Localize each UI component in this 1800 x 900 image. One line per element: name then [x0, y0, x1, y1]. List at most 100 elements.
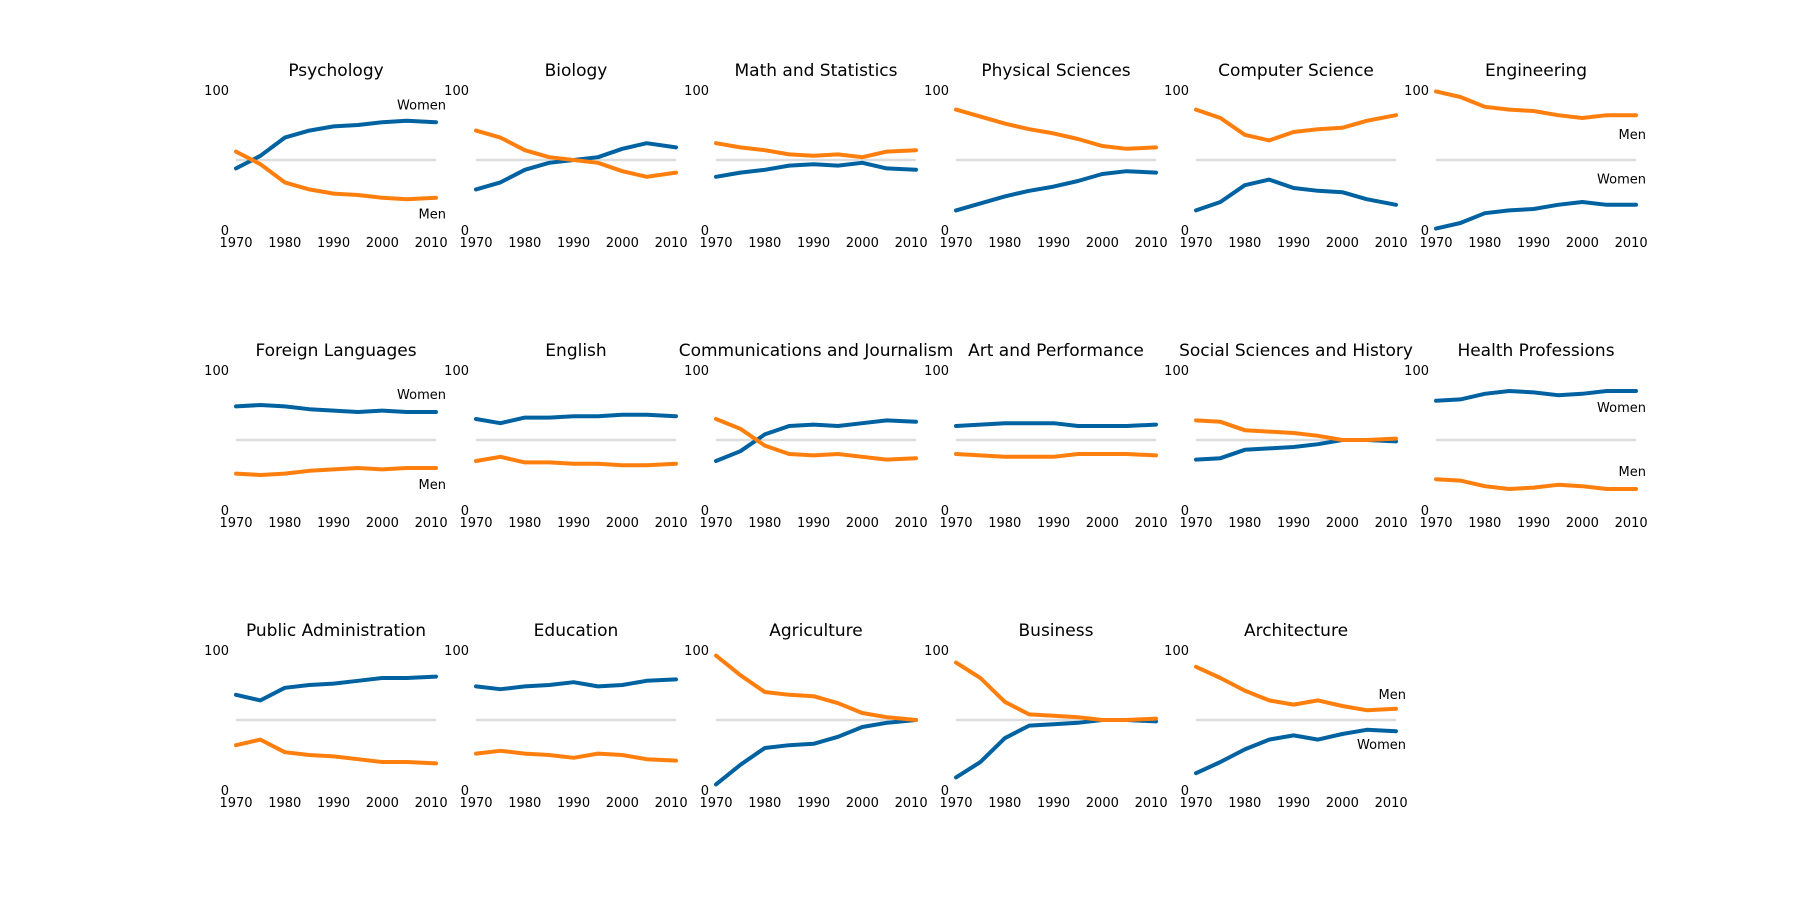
x-tick-label: 1970 [699, 796, 732, 811]
y-tick-label: 0 [221, 784, 229, 799]
panel-title: Engineering [1485, 61, 1587, 81]
x-tick-label: 1980 [748, 516, 781, 531]
y-tick-label: 0 [701, 784, 709, 799]
x-tick-label: 1980 [988, 236, 1021, 251]
x-tick-label: 2010 [415, 516, 448, 531]
y-tick-label: 100 [1164, 644, 1189, 659]
x-tick-label: 1980 [508, 236, 541, 251]
y-tick-label: 0 [461, 784, 469, 799]
x-tick-label: 1970 [699, 516, 732, 531]
y-tick-label: 0 [1421, 224, 1429, 239]
x-tick-label: 1970 [459, 796, 492, 811]
y-tick-label: 0 [701, 504, 709, 519]
series-line-women [234, 118, 438, 171]
x-tick-label: 1990 [557, 796, 590, 811]
y-tick-label: 0 [221, 504, 229, 519]
x-tick-label: 1990 [557, 516, 590, 531]
y-tick-label: 100 [444, 644, 469, 659]
x-tick-label: 1970 [1419, 516, 1452, 531]
legend-women: Women [1357, 738, 1406, 753]
x-tick-label: 1990 [1517, 236, 1550, 251]
y-tick-label: 100 [1164, 364, 1189, 379]
panel-title: Architecture [1244, 621, 1348, 641]
series-line-men [474, 748, 678, 763]
series-line-women [1194, 727, 1398, 776]
x-tick-label: 2010 [655, 516, 688, 531]
y-tick-label: 100 [1404, 84, 1429, 99]
x-tick-label: 1990 [317, 796, 350, 811]
series-line-women [234, 403, 438, 414]
y-tick-label: 100 [924, 364, 949, 379]
x-tick-label: 2010 [1135, 796, 1168, 811]
y-tick-label: 0 [1181, 784, 1189, 799]
x-tick-label: 1980 [268, 796, 301, 811]
panel-title: Communications and Journalism [679, 341, 954, 361]
x-tick-label: 2010 [415, 236, 448, 251]
series-line-women [474, 412, 678, 426]
x-tick-label: 2000 [606, 236, 639, 251]
x-tick-label: 1980 [1228, 516, 1261, 531]
series-line-women [954, 169, 1158, 213]
x-tick-label: 1990 [1277, 516, 1310, 531]
x-tick-label: 1980 [748, 236, 781, 251]
x-tick-label: 1970 [459, 516, 492, 531]
panel-title: Physical Sciences [981, 61, 1130, 81]
legend-women: Women [1597, 173, 1646, 188]
x-tick-label: 1980 [508, 796, 541, 811]
x-tick-label: 1980 [268, 236, 301, 251]
series-line-men [954, 452, 1158, 459]
x-tick-label: 1980 [1228, 236, 1261, 251]
x-tick-label: 1990 [1277, 796, 1310, 811]
y-tick-label: 0 [1181, 504, 1189, 519]
panel-title: Health Professions [1457, 341, 1614, 361]
x-tick-label: 2000 [606, 796, 639, 811]
x-tick-label: 2000 [606, 516, 639, 531]
x-tick-label: 2010 [655, 796, 688, 811]
panel-title: Psychology [288, 61, 383, 81]
series-line-men [1434, 89, 1638, 120]
series-line-men [1194, 664, 1398, 713]
series-line-women [474, 141, 678, 192]
y-tick-label: 0 [941, 504, 949, 519]
y-tick-label: 100 [924, 84, 949, 99]
legend-women: Women [1597, 401, 1646, 416]
legend-men: Men [419, 208, 446, 223]
series-line-men [714, 653, 918, 722]
x-tick-label: 2010 [1615, 236, 1648, 251]
x-tick-label: 2010 [1375, 796, 1408, 811]
x-tick-label: 1980 [748, 796, 781, 811]
y-tick-label: 100 [684, 644, 709, 659]
x-tick-label: 2010 [895, 796, 928, 811]
series-line-men [234, 466, 438, 477]
y-tick-label: 100 [924, 644, 949, 659]
y-tick-label: 0 [1181, 224, 1189, 239]
x-tick-label: 1980 [988, 516, 1021, 531]
x-tick-label: 2000 [846, 796, 879, 811]
x-tick-label: 1990 [797, 516, 830, 531]
x-tick-label: 1970 [939, 516, 972, 531]
series-line-women [234, 674, 438, 703]
y-tick-label: 100 [204, 84, 229, 99]
series-line-women [714, 418, 918, 463]
x-tick-label: 1980 [268, 516, 301, 531]
series-line-men [954, 107, 1158, 151]
x-tick-label: 1970 [1419, 236, 1452, 251]
x-tick-label: 2010 [1135, 236, 1168, 251]
y-tick-label: 0 [221, 224, 229, 239]
legend-men: Men [419, 478, 446, 493]
x-tick-label: 2000 [1326, 236, 1359, 251]
y-tick-label: 0 [461, 504, 469, 519]
y-tick-label: 100 [1404, 364, 1429, 379]
legend-men: Men [1619, 128, 1646, 143]
panel-title: Biology [545, 61, 608, 81]
series-line-men [234, 149, 438, 202]
series-line-men [1194, 418, 1398, 442]
